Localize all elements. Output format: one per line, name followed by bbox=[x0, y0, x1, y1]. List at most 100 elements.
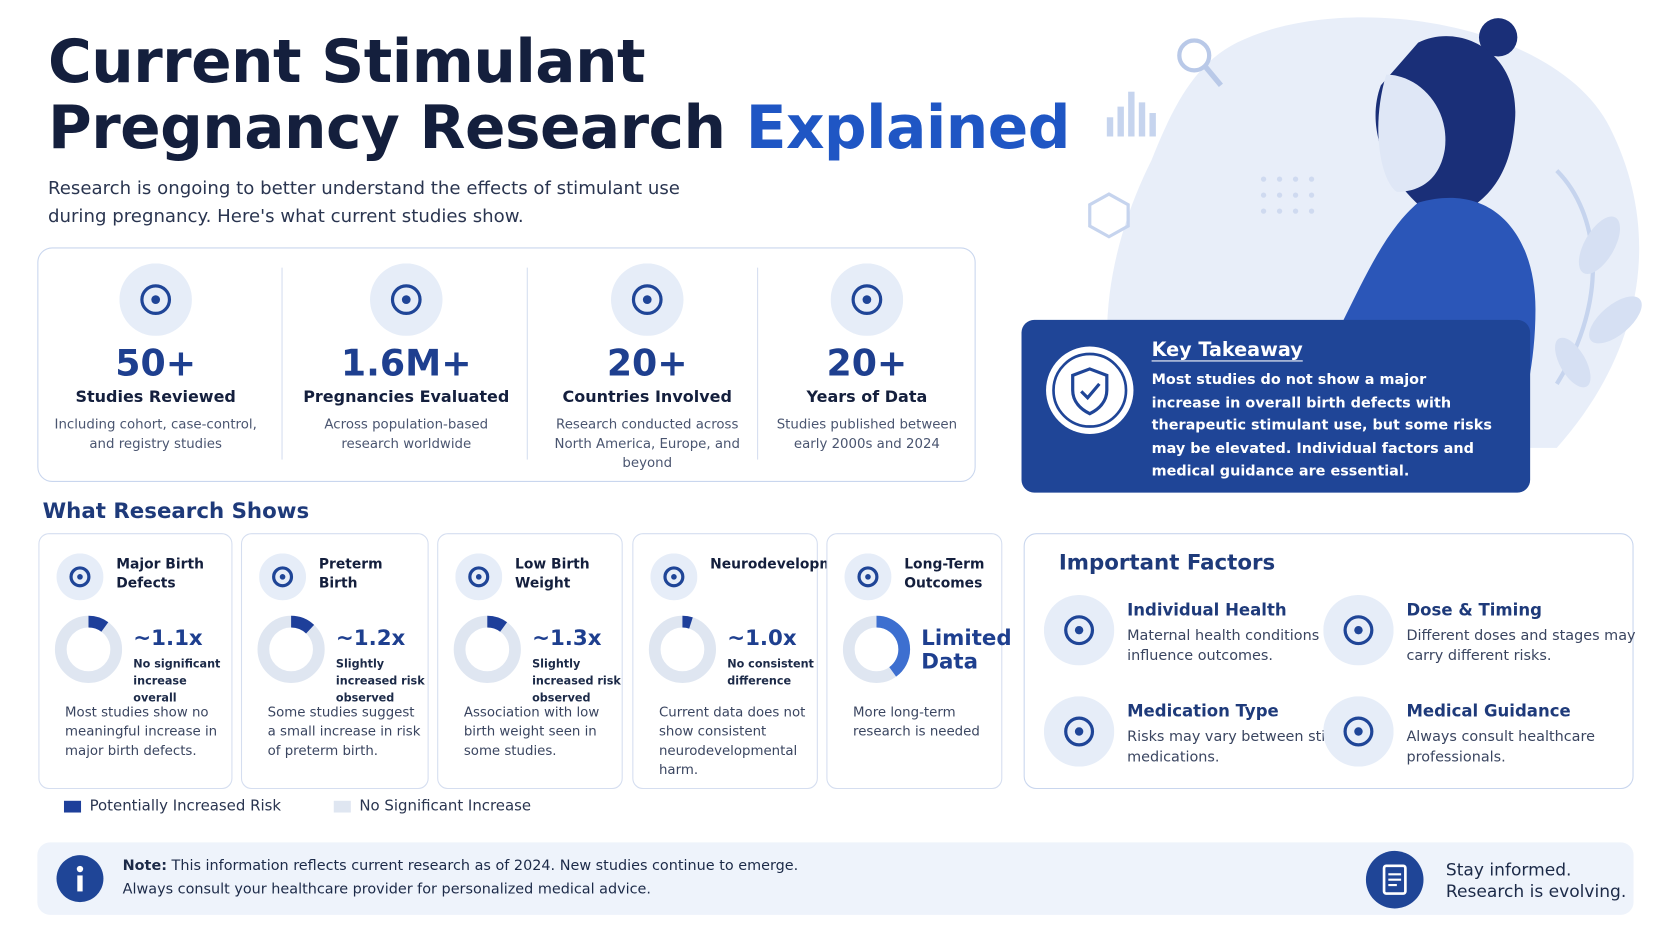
stat-value: 50+ bbox=[115, 342, 197, 385]
factor-name: Medical Guidance bbox=[1406, 701, 1571, 721]
finding-card: Neurodevelopment ~1.0x No consistent diffe… bbox=[632, 533, 860, 790]
icon-dot bbox=[151, 295, 161, 304]
intro: Research is ongoing to better understand… bbox=[47, 178, 680, 228]
title-highlight: Explained bbox=[745, 93, 1071, 164]
card-ratio: ~1.0x bbox=[727, 624, 797, 651]
factor-text: Always consult healthcare professionals. bbox=[1406, 728, 1595, 766]
finding-card: Low Birth Weight ~1.3x Slightly increased … bbox=[437, 533, 623, 790]
factor-text: Different doses and stages may carry dif… bbox=[1406, 626, 1636, 665]
icon-glyph bbox=[69, 566, 91, 588]
stat-label: Years of Data bbox=[806, 387, 928, 407]
icon-glyph bbox=[272, 566, 294, 588]
card-icon bbox=[844, 553, 892, 601]
card-text: Current data does not show consistent ne… bbox=[658, 703, 806, 778]
factor-icon bbox=[1043, 696, 1115, 767]
stat-label: Studies Reviewed bbox=[75, 387, 236, 407]
donut-arc bbox=[453, 615, 521, 683]
icon-dot bbox=[671, 574, 677, 580]
stat-note: Including cohort, case-control, and regi… bbox=[54, 415, 257, 452]
stat-icon bbox=[119, 263, 192, 336]
note-bar: Note: This information reflects current … bbox=[37, 842, 1634, 915]
document-icon bbox=[1365, 850, 1424, 909]
divider bbox=[757, 267, 759, 460]
icon-glyph bbox=[1064, 615, 1095, 646]
legend-item: No Significant Increase bbox=[333, 797, 532, 815]
donut-track bbox=[257, 615, 325, 683]
shield-icon bbox=[1046, 346, 1134, 434]
legend-label: Potentially Increased Risk bbox=[89, 797, 282, 815]
finding-card: Preterm Birth ~1.2x Slightly increased ris… bbox=[240, 533, 429, 790]
factor: Dose & Timing Different doses and stages … bbox=[1406, 600, 1662, 666]
takeaway-text: Most studies do not show a major increas… bbox=[1151, 371, 1492, 480]
card-text: More long-term research is needed bbox=[853, 703, 980, 739]
card-detail: Slightly increased risk observed bbox=[335, 657, 425, 705]
legend-item: Potentially Increased Risk bbox=[63, 797, 282, 815]
stat-value: 20+ bbox=[826, 342, 908, 385]
donut-track bbox=[54, 615, 123, 683]
icon-dot bbox=[77, 574, 83, 580]
icon-dot bbox=[279, 574, 286, 580]
stat-icon bbox=[830, 263, 904, 336]
stat-icon bbox=[610, 263, 684, 336]
icon-dot bbox=[1354, 727, 1363, 736]
stat-label: Countries Involved bbox=[562, 387, 732, 407]
donut bbox=[453, 615, 521, 683]
note-text: This information reflects current resear… bbox=[171, 857, 799, 875]
icon-glyph bbox=[1064, 716, 1095, 747]
card-ratio: ~1.3x bbox=[532, 624, 602, 651]
stat-note: Across population-based research worldwi… bbox=[324, 415, 489, 452]
icon-glyph bbox=[663, 566, 685, 588]
icon-dot bbox=[1074, 625, 1084, 635]
icon-glyph bbox=[468, 566, 490, 588]
icon-dot bbox=[475, 574, 482, 580]
card-detail: No consistent difference bbox=[727, 657, 814, 688]
factor: Medical Guidance Always consult healthcar… bbox=[1406, 702, 1662, 768]
factors-panel: Important Factors Individual Health Mater… bbox=[1023, 533, 1636, 790]
divider bbox=[280, 267, 283, 460]
stat-value: 1.6M+ bbox=[340, 342, 472, 385]
card-name: Low Birth Weight bbox=[515, 556, 590, 592]
card-name: Preterm Birth bbox=[318, 556, 383, 592]
factor-name: Medication Type bbox=[1127, 701, 1279, 721]
icon-glyph bbox=[631, 284, 663, 316]
title: Current Stimulant Pregnancy Research Exp… bbox=[47, 27, 1071, 164]
factor-icon bbox=[1043, 594, 1115, 666]
footer-text: Research is evolving. bbox=[1445, 880, 1627, 902]
icon-glyph bbox=[1343, 716, 1374, 747]
factor: Medication Type Risks may vary between st… bbox=[1127, 702, 1383, 768]
info-icon bbox=[56, 855, 104, 903]
card-text: Association with low birth weight seen i… bbox=[463, 703, 600, 759]
stats-panel: 50+ Studies Reviewed Including cohort, cas… bbox=[37, 247, 976, 482]
factor-name: Dose & Timing bbox=[1406, 600, 1542, 620]
donut-arc bbox=[257, 615, 325, 683]
key-takeaway: Key Takeaway Most studies do not show a … bbox=[1021, 319, 1531, 493]
stat-note: Research conducted across North America,… bbox=[554, 415, 740, 471]
donut-arc bbox=[54, 615, 123, 683]
donut-arc bbox=[648, 615, 717, 683]
icon-dot bbox=[401, 295, 411, 304]
factor-icon bbox=[1323, 696, 1394, 767]
title-line: Current Stimulant bbox=[47, 27, 646, 98]
card-icon bbox=[650, 553, 698, 601]
card-text: Most studies show no meaningful increase… bbox=[65, 703, 218, 759]
card-detail: No significant increase overall bbox=[133, 657, 221, 705]
donut bbox=[648, 615, 717, 683]
note-label: Note: bbox=[122, 857, 167, 875]
factor-name: Individual Health bbox=[1127, 600, 1287, 620]
card-name: Long-Term Outcomes bbox=[904, 556, 985, 592]
factor: Individual Health Maternal health conditi… bbox=[1127, 600, 1383, 666]
card-ratio: Limited Data bbox=[921, 624, 1012, 674]
icon-glyph bbox=[1343, 615, 1374, 646]
stat-label: Pregnancies Evaluated bbox=[303, 387, 510, 407]
legend-label: No Significant Increase bbox=[359, 797, 532, 815]
note-line: Note: This information reflects current … bbox=[123, 857, 799, 874]
donut bbox=[842, 615, 911, 683]
donut-track bbox=[648, 615, 717, 683]
icon-glyph bbox=[857, 566, 879, 588]
icon-dot bbox=[865, 574, 871, 580]
icon-glyph bbox=[140, 284, 172, 316]
section-title: What Research Shows bbox=[42, 497, 310, 524]
divider bbox=[526, 267, 528, 460]
donut bbox=[257, 615, 325, 683]
